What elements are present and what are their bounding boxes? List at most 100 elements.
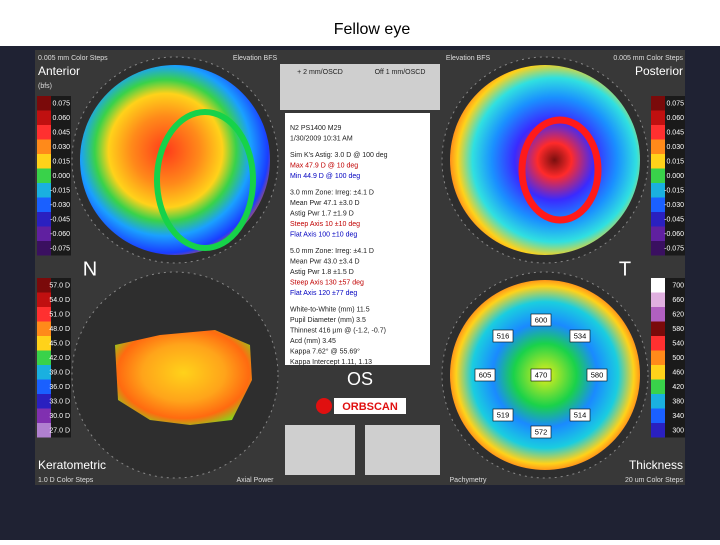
pachy-box — [530, 368, 552, 382]
scale-label: 48.0 D — [49, 326, 70, 333]
scale-swatch — [651, 365, 665, 380]
scale-label: 700 — [672, 282, 684, 289]
scale-cell — [51, 183, 71, 198]
scale-label: 540 — [672, 340, 684, 347]
scale-swatch — [37, 379, 51, 394]
scale-label: -0.075 — [664, 245, 684, 252]
map-type: Elevation BFS — [233, 55, 278, 62]
scale-label: 0.000 — [666, 173, 684, 180]
info-line: Astig Pwr 1.7 ±1.9 D — [290, 210, 354, 217]
slide-title: Fellow eye — [334, 21, 411, 38]
scale-cell — [665, 307, 685, 322]
color-steps: 0.005 mm Color Steps — [38, 55, 108, 62]
scale-swatch — [651, 110, 665, 125]
scale-label: -0.045 — [50, 216, 70, 223]
scale-swatch — [37, 183, 51, 198]
scale-swatch — [651, 96, 665, 111]
scale-label: 0.030 — [52, 144, 70, 151]
scale-cell — [51, 125, 71, 140]
scale-swatch — [37, 394, 51, 409]
scale-swatch — [37, 336, 51, 351]
scale-label: 30.0 D — [49, 413, 70, 420]
info-line: White-to-White (mm) 11.5 — [290, 306, 370, 313]
info-line: N2 PS1400 M29 — [290, 125, 341, 132]
info-line: Flat Axis 120 ±77 deg — [290, 290, 357, 297]
scale-label: 380 — [672, 398, 684, 405]
color-steps: 20 um Color Steps — [625, 477, 683, 484]
scale-swatch — [651, 321, 665, 336]
scale-cell — [665, 125, 685, 140]
scale-label: 660 — [672, 297, 684, 304]
logo-icon — [316, 398, 332, 414]
scale-cell — [665, 423, 685, 438]
scale-swatch — [37, 226, 51, 241]
scale-label: 0.075 — [52, 100, 70, 107]
scale-swatch — [651, 336, 665, 351]
scale-label: 45.0 D — [49, 340, 70, 347]
color-steps: 0.005 mm Color Steps — [613, 55, 683, 62]
scale-cell — [51, 408, 71, 423]
pachy-box — [586, 368, 608, 382]
scale-cell — [665, 408, 685, 423]
map-type: Axial Power — [237, 477, 275, 484]
pachy-value: 514 — [574, 410, 587, 419]
scale-swatch — [651, 197, 665, 212]
scale-label: 620 — [672, 311, 684, 318]
scale-swatch — [37, 307, 51, 322]
info-line: Mean Pwr 47.1 ±3.0 D — [290, 200, 360, 207]
top-box — [280, 64, 360, 110]
scale-swatch — [651, 307, 665, 322]
scale-swatch — [651, 408, 665, 423]
info-line: Pupil Diameter (mm) 3.5 — [290, 317, 366, 324]
pachy-value: 470 — [535, 370, 548, 379]
scale-swatch — [651, 379, 665, 394]
scale-label: -0.030 — [664, 202, 684, 209]
scale-cell — [51, 307, 71, 322]
scale-label: 0.060 — [52, 115, 70, 122]
scale-cell — [51, 423, 71, 438]
scale-swatch — [37, 241, 51, 256]
scale-label: 300 — [672, 427, 684, 434]
scale-swatch — [37, 110, 51, 125]
scale-label: 500 — [672, 355, 684, 362]
info-line: Kappa 7.62° @ 55.69° — [290, 347, 360, 355]
scale-label: 57.0 D — [49, 282, 70, 289]
scale-swatch — [651, 423, 665, 438]
top-box-label: + 2 mm/OSCD — [297, 69, 343, 76]
scale-swatch — [37, 212, 51, 227]
scale-swatch — [651, 125, 665, 140]
scale-cell — [665, 394, 685, 409]
map-name: Posterior — [635, 64, 683, 78]
eye-label: OS — [347, 369, 373, 389]
scale-cell — [665, 168, 685, 183]
scale-cell — [665, 292, 685, 307]
info-line: Sim K's Astig: 3.0 D @ 100 deg — [290, 152, 388, 159]
scale-swatch — [651, 139, 665, 154]
scale-swatch — [37, 96, 51, 111]
scale-swatch — [651, 350, 665, 365]
scale-swatch — [651, 226, 665, 241]
scale-cell — [51, 226, 71, 241]
pachy-value: 519 — [497, 410, 510, 419]
scale-label: 33.0 D — [49, 398, 70, 405]
scale-cell — [665, 365, 685, 380]
scale-cell — [665, 278, 685, 293]
scale-cell — [665, 183, 685, 198]
nasal-label: N — [83, 258, 97, 280]
scale-label: 0.030 — [666, 144, 684, 151]
info-panel — [285, 113, 430, 365]
pachy-value: 516 — [497, 331, 510, 340]
scale-cell — [665, 110, 685, 125]
scale-cell — [51, 336, 71, 351]
pachy-box — [569, 329, 591, 343]
map-type: Elevation BFS — [446, 55, 491, 62]
info-line: Thinnest 416 µm @ (-1.2, -0.7) — [290, 327, 386, 334]
scale-cell — [665, 226, 685, 241]
pachy-box — [530, 425, 552, 439]
scale-label: 580 — [672, 326, 684, 333]
map-name: Anterior — [38, 64, 80, 78]
scale-cell — [51, 241, 71, 256]
top-box — [360, 64, 440, 110]
scale-label: 0.060 — [666, 115, 684, 122]
